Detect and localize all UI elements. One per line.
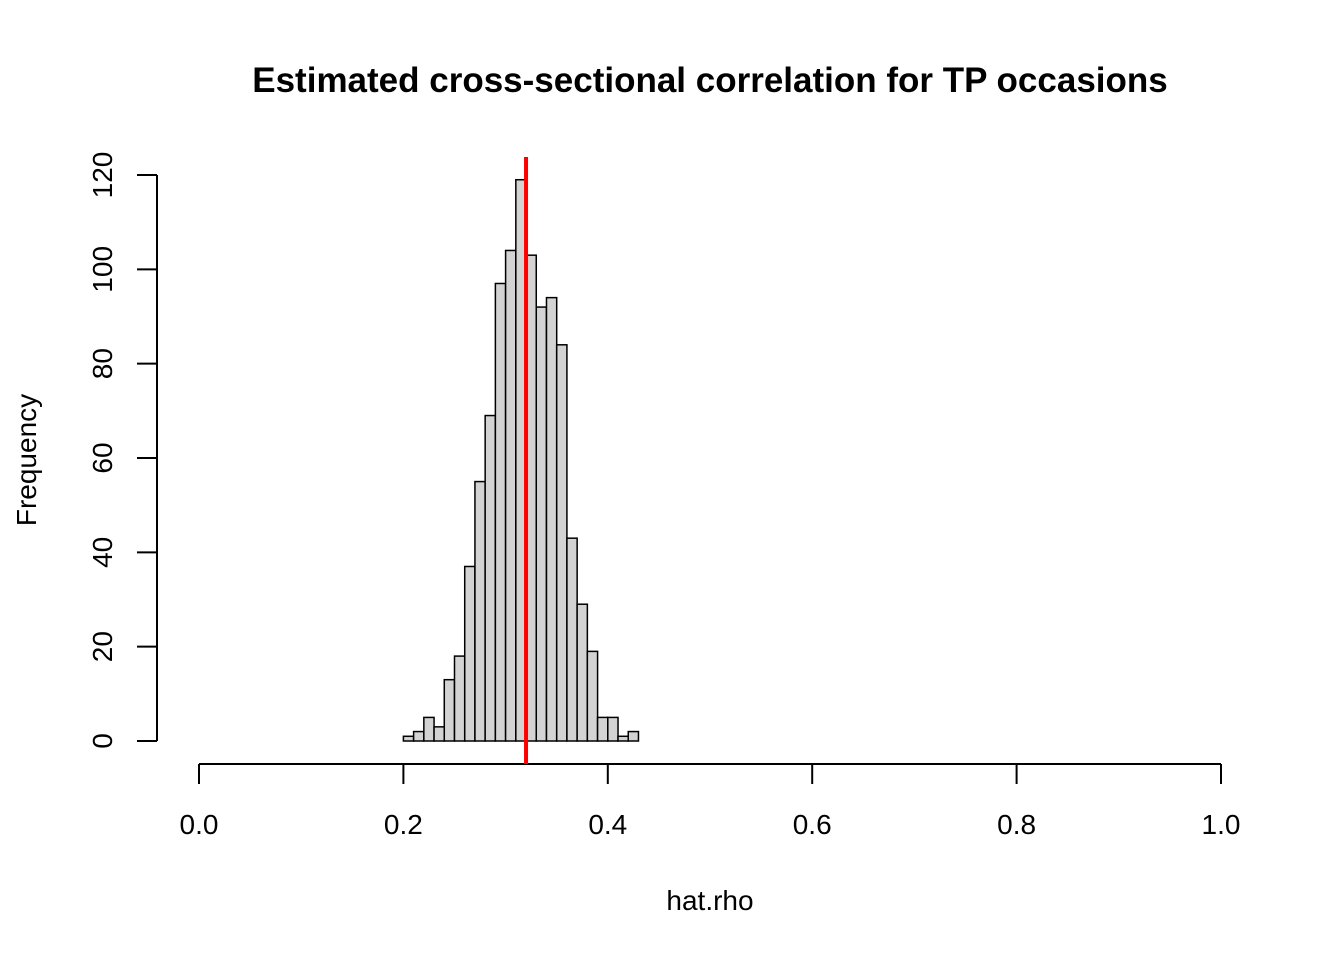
x-tick-label: 1.0 xyxy=(1202,809,1241,840)
y-tick-label: 100 xyxy=(87,246,118,293)
histogram-bar xyxy=(453,655,466,742)
histogram-bar xyxy=(607,716,619,742)
x-tick-label: 0.0 xyxy=(180,809,219,840)
histogram-bar xyxy=(545,296,558,742)
histogram-bar xyxy=(412,730,425,742)
histogram-bar xyxy=(494,282,507,742)
histogram-bar xyxy=(566,537,578,742)
x-axis-label: hat.rho xyxy=(666,885,753,916)
x-tick-label: 0.6 xyxy=(793,809,832,840)
histogram-bar xyxy=(535,306,548,742)
chart-title: Estimated cross-sectional correlation fo… xyxy=(252,61,1168,100)
x-tick-label: 0.8 xyxy=(997,809,1036,840)
y-tick-label: 20 xyxy=(87,631,118,662)
histogram-bar xyxy=(555,344,568,742)
histogram-bar xyxy=(423,716,435,742)
histogram-bar xyxy=(402,735,415,742)
bars-group xyxy=(402,178,640,742)
x-tick-label: 0.4 xyxy=(588,809,627,840)
y-tick-label: 80 xyxy=(87,348,118,379)
x-axis: 0.0 0.2 0.4 0.6 0.8 1.0 xyxy=(180,763,1241,840)
histogram-bar xyxy=(474,480,486,742)
histogram-bar xyxy=(443,678,456,742)
y-tick-label: 120 xyxy=(87,152,118,199)
x-tick-label: 0.2 xyxy=(384,809,423,840)
histogram-bar xyxy=(617,735,629,742)
y-axis: 0 20 40 60 80 100 120 xyxy=(87,152,158,749)
y-tick-label: 60 xyxy=(87,442,118,473)
histogram-bar xyxy=(504,249,517,742)
histogram-bar xyxy=(596,716,609,742)
y-tick-label: 40 xyxy=(87,537,118,568)
histogram-bar xyxy=(576,603,589,742)
y-axis-label: Frequency xyxy=(11,394,42,526)
histogram-bar xyxy=(484,414,497,742)
histogram-bar xyxy=(627,730,640,742)
y-tick-label: 0 xyxy=(87,733,118,749)
histogram-bar xyxy=(586,650,599,742)
histogram-bar xyxy=(433,726,446,742)
histogram-bar xyxy=(463,565,476,742)
